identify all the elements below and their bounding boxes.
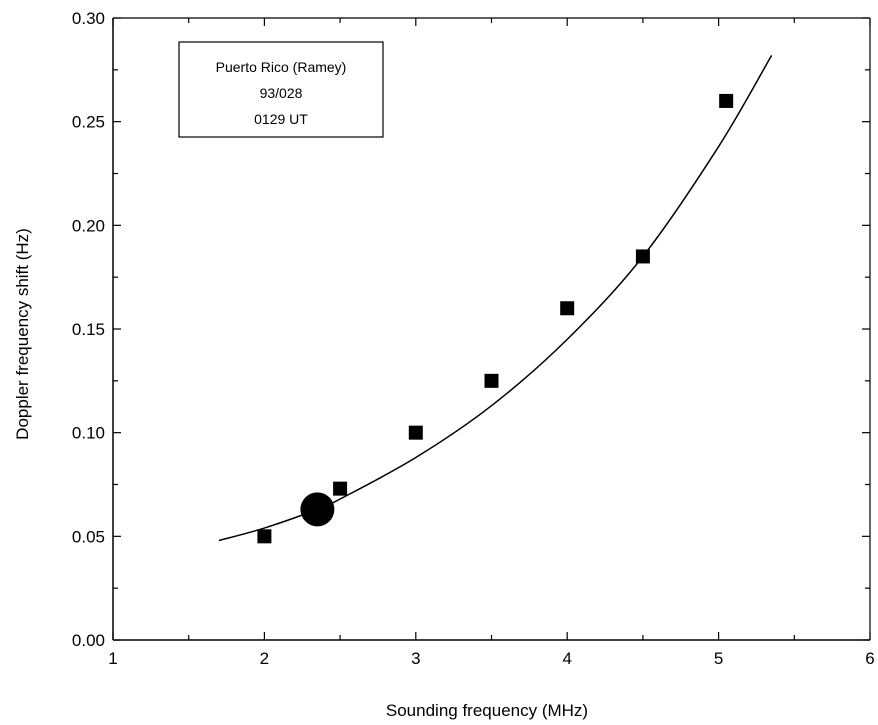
y-tick-label: 0.20 xyxy=(72,216,105,235)
x-tick-label: 1 xyxy=(108,649,117,668)
square-data-point xyxy=(409,426,423,440)
annotation-box: Puerto Rico (Ramey) 93/028 0129 UT xyxy=(179,42,383,137)
annotation-line-3: 0129 UT xyxy=(254,111,308,127)
x-tick-label: 3 xyxy=(411,649,420,668)
square-data-point xyxy=(333,482,347,496)
square-data-point xyxy=(719,94,733,108)
circle-data-point xyxy=(300,492,334,526)
data-markers xyxy=(257,94,733,543)
annotation-line-1: Puerto Rico (Ramey) xyxy=(216,59,347,75)
x-tick-label: 4 xyxy=(562,649,571,668)
y-tick-label: 0.25 xyxy=(72,113,105,132)
square-data-point xyxy=(257,529,271,543)
x-tick-label: 6 xyxy=(865,649,874,668)
x-tick-label: 2 xyxy=(260,649,269,668)
annotation-line-2: 93/028 xyxy=(260,85,303,101)
y-tick-label: 0.15 xyxy=(72,320,105,339)
y-tick-label: 0.30 xyxy=(72,9,105,28)
y-tick-label: 0.00 xyxy=(72,631,105,650)
y-axis-title: Doppler frequency shift (Hz) xyxy=(13,228,32,440)
y-tick-label: 0.10 xyxy=(72,424,105,443)
square-data-point xyxy=(560,301,574,315)
x-tick-label: 5 xyxy=(714,649,723,668)
x-axis-title: Sounding frequency (MHz) xyxy=(386,701,588,720)
square-data-point xyxy=(485,374,499,388)
square-data-point xyxy=(636,249,650,263)
y-tick-label: 0.05 xyxy=(72,527,105,546)
